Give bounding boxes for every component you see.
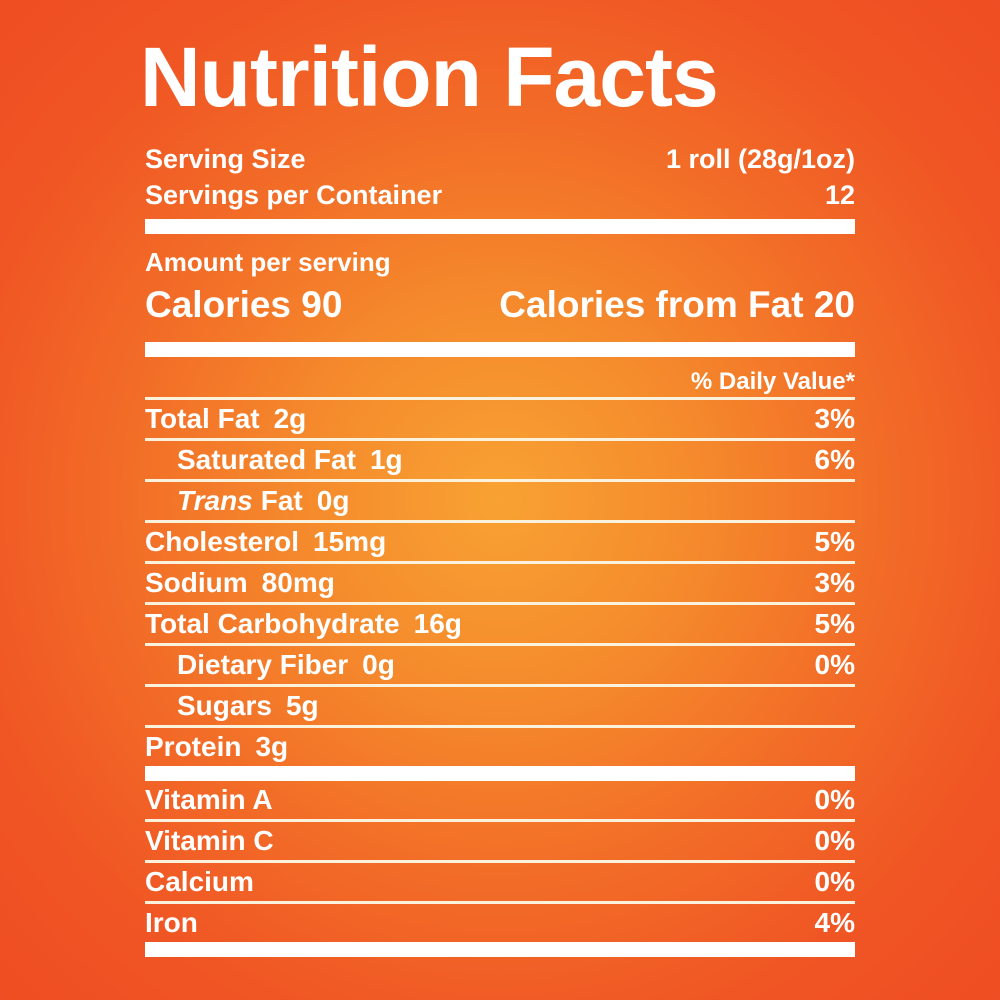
nutrient-row-trans-fat: Trans Fat 0g: [145, 482, 855, 523]
micronutrient-name: Calcium: [145, 866, 254, 897]
nutrient-name: Fat: [260, 485, 303, 516]
calories-from-fat-value: Calories from Fat 20: [499, 284, 855, 325]
nutrient-name: Total Fat: [145, 403, 260, 434]
page-title: Nutrition Facts: [140, 30, 719, 124]
thick-divider: [145, 219, 855, 234]
nutrient-amount: 0g: [362, 649, 395, 680]
micronutrient-name: Iron: [145, 907, 198, 938]
micronutrient-daily-value: 0%: [814, 866, 855, 897]
nutrient-amount: 2g: [273, 403, 307, 434]
nutrient-daily-value: 0%: [814, 649, 855, 680]
micronutrient-daily-value: 0%: [814, 825, 855, 856]
nutrient-daily-value: 5%: [814, 608, 855, 639]
nutrient-row-total-fat: Total Fat 2g 3%: [145, 400, 855, 441]
amount-per-serving-heading: Amount per serving: [145, 247, 391, 277]
nutrient-row-total-carbohydrate: Total Carbohydrate 16g 5%: [145, 605, 855, 646]
nutrient-row-sodium: Sodium 80mg 3%: [145, 564, 855, 605]
nutrient-name-italic: Trans: [177, 485, 253, 516]
servings-per-container-label: Servings per Container: [145, 180, 443, 210]
servings-per-container-value: 12: [824, 180, 855, 210]
nutrient-name: Protein: [145, 731, 242, 762]
micronutrient-row-vitamin-c: Vitamin C 0%: [145, 822, 855, 863]
calories-value: Calories 90: [145, 284, 343, 325]
serving-size-label: Serving Size: [145, 144, 306, 174]
nutrient-amount: 16g: [413, 608, 462, 639]
serving-size-value: 1 roll (28g/1oz): [665, 144, 855, 174]
daily-value-header: % Daily Value*: [145, 367, 855, 400]
nutrient-name: Total Carbohydrate: [145, 608, 400, 639]
calories-row: Calories 90 Calories from Fat 20: [145, 284, 855, 326]
nutrient-row-cholesterol: Cholesterol 15mg 5%: [145, 523, 855, 564]
nutrient-name: Cholesterol: [145, 526, 300, 557]
nutrient-amount: 15mg: [313, 526, 387, 557]
thick-divider: [145, 342, 855, 357]
serving-size-row: Serving Size 1 roll (28g/1oz): [145, 141, 855, 177]
nutrition-facts-label: Nutrition Facts Serving Size 1 roll (28g…: [140, 35, 855, 957]
nutrient-name: Sodium: [145, 567, 248, 598]
nutrient-daily-value: 6%: [814, 444, 855, 475]
servings-per-container-row: Servings per Container 12: [145, 177, 855, 213]
nutrient-row-sugars: Sugars 5g: [145, 687, 855, 728]
nutrient-name: Dietary Fiber: [177, 649, 349, 680]
micronutrient-daily-value: 0%: [814, 784, 855, 815]
micronutrient-row-iron: Iron 4%: [145, 904, 855, 942]
nutrient-name: Saturated Fat: [177, 444, 356, 475]
micronutrient-daily-value: 4%: [814, 907, 855, 938]
nutrient-amount: 1g: [369, 444, 403, 475]
micronutrient-row-vitamin-a: Vitamin A 0%: [145, 781, 855, 822]
thick-divider: [145, 766, 855, 781]
nutrient-daily-value: 3%: [814, 403, 855, 434]
nutrient-amount: 80mg: [261, 567, 335, 598]
nutrient-amount: 0g: [316, 485, 350, 516]
micronutrient-name: Vitamin C: [145, 825, 274, 856]
thick-divider: [145, 942, 855, 957]
nutrient-amount: 5g: [285, 690, 319, 721]
nutrient-row-dietary-fiber: Dietary Fiber 0g 0%: [145, 646, 855, 687]
micronutrient-row-calcium: Calcium 0%: [145, 863, 855, 904]
nutrient-row-protein: Protein 3g: [145, 728, 855, 766]
micronutrient-name: Vitamin A: [145, 784, 273, 815]
nutrient-row-saturated-fat: Saturated Fat 1g 6%: [145, 441, 855, 482]
nutrient-daily-value: 3%: [814, 567, 855, 598]
nutrient-amount: 3g: [255, 731, 289, 762]
nutrient-daily-value: 5%: [814, 526, 855, 557]
serving-section: Serving Size 1 roll (28g/1oz) Servings p…: [145, 141, 855, 213]
nutrient-name: Sugars: [177, 690, 272, 721]
